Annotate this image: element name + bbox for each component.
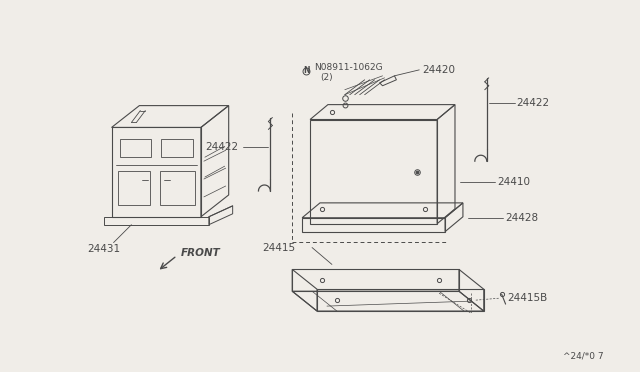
Text: N08911-1062G: N08911-1062G <box>314 63 383 73</box>
Text: 24428: 24428 <box>506 213 539 223</box>
Text: (2): (2) <box>320 73 333 82</box>
Text: N: N <box>303 66 309 76</box>
Text: 24431: 24431 <box>87 244 120 254</box>
Text: ^24/*0 7: ^24/*0 7 <box>563 351 604 360</box>
Text: 24422: 24422 <box>516 97 550 108</box>
Text: 24415B: 24415B <box>508 293 548 303</box>
Text: 24420: 24420 <box>422 65 455 75</box>
Text: 24422: 24422 <box>205 142 239 152</box>
Text: 24410: 24410 <box>498 177 531 187</box>
Text: 24415: 24415 <box>262 243 296 253</box>
Text: FRONT: FRONT <box>181 248 221 259</box>
